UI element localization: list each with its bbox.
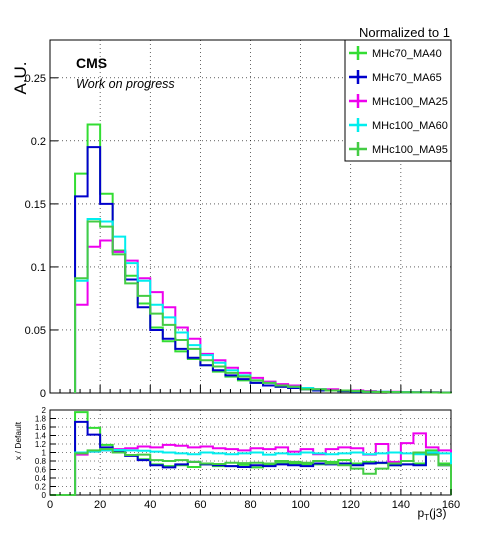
cms-label: CMS bbox=[76, 55, 107, 71]
legend-label: MHc70_MA40 bbox=[372, 48, 442, 60]
y-tick-label: 0 bbox=[42, 491, 47, 500]
x-tick-label: 40 bbox=[144, 499, 156, 511]
y-tick-label: 0.25 bbox=[25, 73, 46, 85]
work-in-progress-label: Work on progress bbox=[76, 77, 175, 91]
legend-label: MHc100_MA25 bbox=[372, 96, 448, 108]
x-tick-label: 60 bbox=[194, 499, 206, 511]
x-axis-label-rest: (j3) bbox=[429, 506, 446, 520]
y-tick-label: 0.15 bbox=[25, 199, 46, 211]
series-mhc100-ma60 bbox=[50, 448, 452, 496]
series-mhc100-ma95 bbox=[50, 448, 452, 496]
y-tick-label: 0.1 bbox=[31, 262, 46, 274]
x-tick-label: 100 bbox=[291, 499, 309, 511]
x-tick-label: 20 bbox=[94, 499, 106, 511]
legend-entry: MHc70_MA65 bbox=[349, 70, 442, 84]
y-tick-label: 0.4 bbox=[35, 474, 47, 483]
legend-entry: MHc100_MA25 bbox=[349, 94, 448, 108]
ratio-axes: 0 20 40 60 80 100 120 140 16000.20.40.60.811.21.… bbox=[35, 406, 460, 511]
legend-items: MHc70_MA40 MHc70_MA65 MHc100_MA25 MHc100_MA… bbox=[349, 46, 448, 156]
x-tick-label: 160 bbox=[442, 499, 460, 511]
x-axis-label-sub: T bbox=[424, 513, 429, 522]
x-tick-label: 140 bbox=[392, 499, 410, 511]
main-grid bbox=[50, 40, 451, 393]
legend-entry: MHc100_MA95 bbox=[349, 142, 448, 156]
y-tick-label: 1 bbox=[42, 449, 47, 458]
main-axes: 0 0.05 0.1 0.15 0.2 0.25 bbox=[25, 73, 452, 400]
y-tick-label: 2 bbox=[42, 406, 47, 415]
y-tick-label: 0.6 bbox=[35, 466, 47, 475]
y-tick-label: 1.4 bbox=[35, 432, 47, 441]
y-tick-label: 1.6 bbox=[35, 423, 47, 432]
y-tick-label: 0.2 bbox=[35, 483, 47, 492]
x-axis-label: pT(j3) bbox=[418, 506, 447, 522]
y-tick-label: 0.2 bbox=[31, 136, 46, 148]
ratio-plot-panel: 0 20 40 60 80 100 120 140 16000.20.40.60.811.21.… bbox=[35, 406, 460, 511]
y-tick-label: 0 bbox=[40, 388, 46, 400]
legend-label: MHc70_MA65 bbox=[372, 72, 442, 84]
x-axis-label-p: p bbox=[418, 506, 425, 520]
x-tick-label: 120 bbox=[342, 499, 360, 511]
ratio-series-group bbox=[50, 411, 452, 496]
normalization-label: Normalized to 1 bbox=[359, 25, 450, 40]
y-axis-label: A.U. bbox=[11, 61, 30, 94]
y-tick-label: 0.05 bbox=[25, 325, 46, 337]
ratio-y-axis-label: x / Default bbox=[13, 421, 23, 460]
x-tick-label: 80 bbox=[244, 499, 256, 511]
legend-label: MHc100_MA60 bbox=[372, 120, 448, 132]
legend: MHc70_MA40 MHc70_MA65 MHc100_MA25 MHc100_MA… bbox=[344, 39, 452, 162]
legend-entry: MHc100_MA60 bbox=[349, 118, 448, 132]
legend-entry: MHc70_MA40 bbox=[349, 46, 442, 60]
y-tick-label: 0.8 bbox=[35, 457, 47, 466]
y-tick-label: 1.8 bbox=[35, 415, 47, 424]
legend-label: MHc100_MA95 bbox=[372, 144, 448, 156]
y-tick-label: 1.2 bbox=[35, 440, 47, 449]
x-tick-label: 0 bbox=[47, 499, 53, 511]
